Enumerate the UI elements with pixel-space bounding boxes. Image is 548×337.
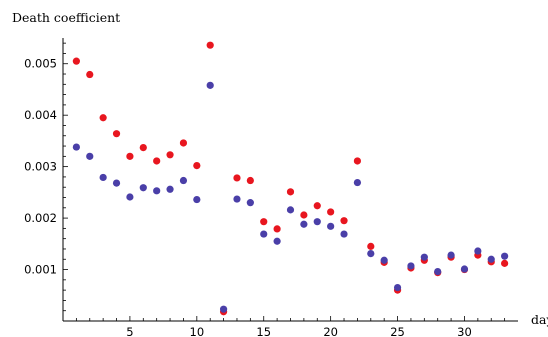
data-point-series-1 bbox=[112, 130, 121, 138]
data-point-series-2 bbox=[340, 230, 348, 238]
x-tick-label: 5 bbox=[126, 325, 133, 337]
data-point-series-1 bbox=[99, 114, 107, 122]
data-point-series-2 bbox=[300, 220, 308, 228]
data-point-series-2 bbox=[367, 249, 375, 258]
data-point-series-2 bbox=[380, 256, 388, 264]
data-point-series-2 bbox=[126, 193, 134, 201]
data-point-series-2 bbox=[407, 262, 415, 270]
data-point-series-2 bbox=[219, 305, 228, 313]
data-point-series-1 bbox=[233, 174, 241, 182]
y-tick-label: 0.003 bbox=[24, 160, 57, 174]
data-point-series-1 bbox=[86, 70, 94, 79]
data-point-series-2 bbox=[246, 199, 254, 207]
data-point-series-2 bbox=[273, 237, 281, 245]
data-point-series-1 bbox=[139, 143, 147, 152]
data-point-series-2 bbox=[179, 176, 188, 185]
data-point-series-2 bbox=[99, 173, 107, 182]
x-tick-label: 30 bbox=[457, 325, 472, 337]
data-point-series-1 bbox=[340, 217, 348, 225]
data-point-series-1 bbox=[166, 151, 174, 159]
x-tick-label: 20 bbox=[323, 325, 338, 337]
data-points bbox=[72, 41, 509, 316]
data-point-series-1 bbox=[246, 176, 254, 185]
data-point-series-2 bbox=[487, 255, 495, 263]
data-point-series-1 bbox=[273, 225, 281, 233]
y-tick-label: 0.002 bbox=[24, 211, 57, 225]
x-axis-label: day bbox=[531, 312, 548, 327]
data-point-series-2 bbox=[193, 195, 201, 204]
data-point-series-2 bbox=[393, 283, 402, 292]
x-tick-label: 10 bbox=[190, 325, 205, 337]
y-tick-label: 0.004 bbox=[24, 108, 57, 122]
data-point-series-2 bbox=[206, 81, 214, 89]
data-point-series-2 bbox=[260, 230, 268, 238]
data-point-series-2 bbox=[420, 253, 428, 261]
data-point-series-2 bbox=[501, 252, 509, 260]
data-point-series-1 bbox=[153, 157, 161, 165]
data-point-series-2 bbox=[286, 206, 295, 214]
data-point-series-1 bbox=[367, 242, 375, 250]
data-point-series-1 bbox=[313, 202, 321, 210]
axis-ticks: 5 10 15 20 25 30 0.001 0.002 0.003 0.004 0.005 bbox=[24, 42, 506, 337]
data-point-series-2 bbox=[166, 185, 174, 193]
data-point-series-2 bbox=[434, 268, 442, 276]
data-point-series-2 bbox=[86, 152, 94, 160]
y-tick-label: 0.001 bbox=[24, 263, 57, 277]
data-point-series-2 bbox=[112, 179, 121, 187]
data-point-series-1 bbox=[126, 152, 134, 160]
data-point-series-1 bbox=[206, 41, 214, 49]
data-point-series-2 bbox=[353, 178, 362, 187]
data-point-series-1 bbox=[353, 157, 362, 165]
data-point-series-2 bbox=[139, 184, 147, 192]
data-point-series-2 bbox=[327, 222, 335, 230]
data-point-series-2 bbox=[313, 218, 321, 226]
data-point-series-1 bbox=[286, 188, 295, 196]
x-tick-label: 25 bbox=[390, 325, 405, 337]
data-point-series-2 bbox=[447, 251, 455, 259]
data-point-series-2 bbox=[72, 143, 80, 151]
y-axis-label: Death coefficient bbox=[12, 10, 120, 25]
y-tick-label: 0.005 bbox=[24, 57, 57, 71]
data-point-series-1 bbox=[501, 259, 509, 267]
x-tick-label: 15 bbox=[256, 325, 271, 337]
data-point-series-2 bbox=[153, 187, 161, 195]
data-point-series-1 bbox=[327, 208, 335, 216]
data-point-series-2 bbox=[474, 247, 482, 255]
data-point-series-1 bbox=[193, 162, 201, 170]
data-point-series-1 bbox=[300, 211, 308, 219]
data-point-series-1 bbox=[72, 57, 80, 65]
data-point-series-1 bbox=[260, 218, 268, 226]
data-point-series-2 bbox=[460, 265, 469, 273]
data-point-series-1 bbox=[179, 139, 188, 147]
data-point-series-2 bbox=[233, 195, 241, 203]
